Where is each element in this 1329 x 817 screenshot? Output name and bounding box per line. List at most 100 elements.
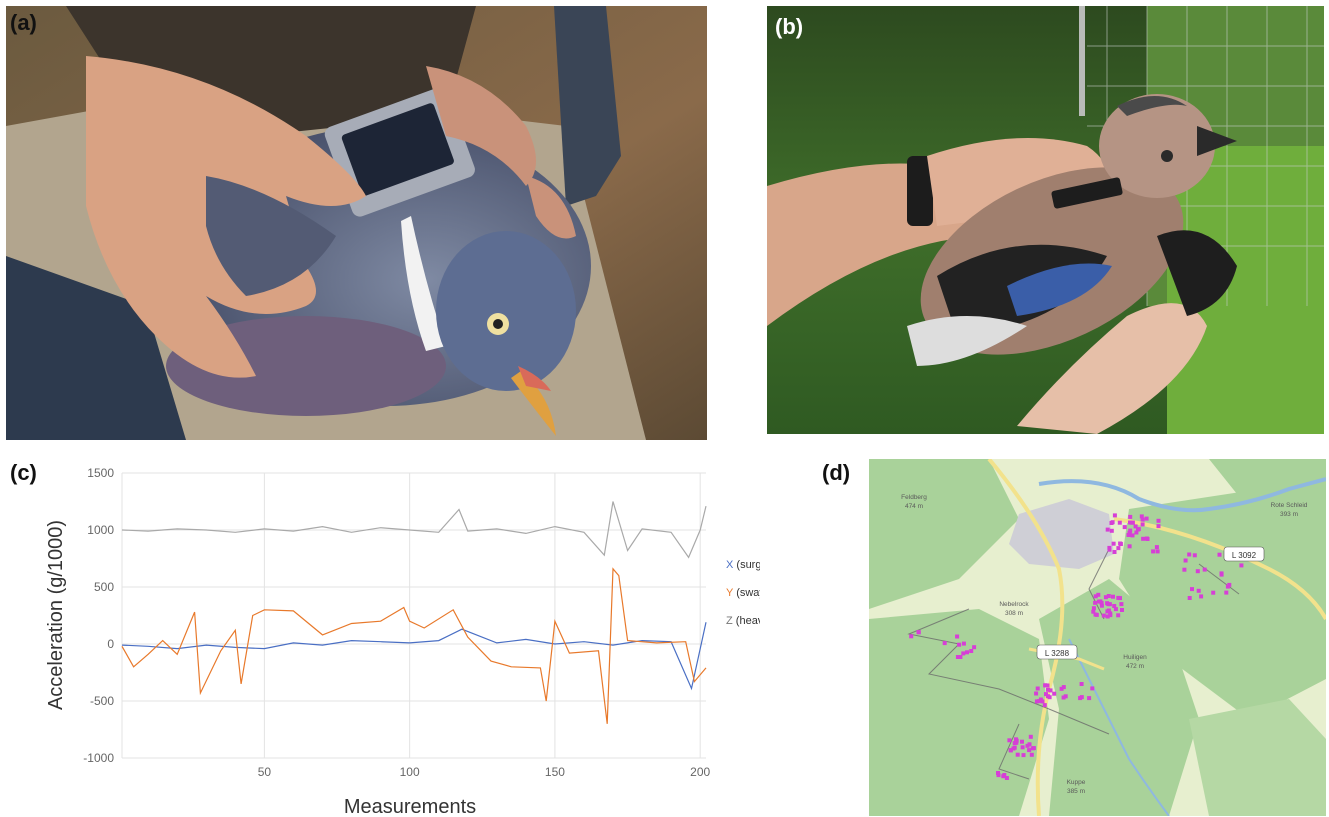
y-tick-label: -500 xyxy=(90,694,114,708)
gps-fix-point xyxy=(1044,692,1048,697)
gps-fix-point xyxy=(1196,588,1201,593)
gps-fix-point xyxy=(1002,773,1007,777)
gps-fix-point xyxy=(1027,748,1032,753)
gps-fix-point xyxy=(1014,737,1018,742)
jay-photo xyxy=(767,6,1324,434)
gps-fix-point xyxy=(1144,536,1149,541)
gps-fix-point xyxy=(1101,613,1106,618)
y-axis-label: Acceleration (g/1000) xyxy=(45,520,67,710)
gps-fix-point xyxy=(1239,563,1244,568)
gps-fix-point xyxy=(1031,746,1036,751)
gps-fix-point xyxy=(1106,594,1111,598)
road-label-l3288: L 3288 xyxy=(1036,644,1078,660)
gps-fix-point xyxy=(1059,686,1064,691)
gps-fix-point xyxy=(1014,740,1019,745)
gps-fix-point xyxy=(1113,607,1118,612)
photo-jay-panel: (b) xyxy=(767,6,1324,434)
gps-fix-point xyxy=(1117,520,1122,525)
gps-fix-point xyxy=(1020,745,1025,750)
gps-fix-point xyxy=(1079,695,1084,700)
gps-fix-point xyxy=(1045,683,1050,688)
gps-fix-point xyxy=(1122,525,1127,530)
gps-fix-point xyxy=(1021,753,1026,758)
gps-fix-point xyxy=(996,773,1001,778)
gps-fix-point xyxy=(1224,590,1229,595)
gps-fix-point xyxy=(1027,742,1032,747)
map-panel: (d) L 3092 xyxy=(812,455,1329,817)
pigeon-photo xyxy=(6,6,707,440)
gps-fix-point xyxy=(1110,520,1115,525)
gps-fix-point xyxy=(1156,518,1161,523)
gps-fix-point xyxy=(1090,686,1095,691)
gps-fix-point xyxy=(1093,594,1098,599)
map-place-labels: Nebelrock 308 m Huiligen 472 m Kuppe 385… xyxy=(901,494,1308,795)
svg-text:308 m: 308 m xyxy=(1005,610,1023,617)
place-huiligen: Huiligen xyxy=(1123,654,1147,661)
road xyxy=(987,459,1065,816)
gps-fix-point xyxy=(1141,536,1146,541)
gps-fix-point xyxy=(969,649,974,653)
x-tick-label: 100 xyxy=(400,765,420,779)
gps-fix-point xyxy=(1047,695,1052,700)
gps-fix-point xyxy=(1079,682,1084,686)
chart-grid xyxy=(121,472,706,759)
gps-fix-point xyxy=(1111,594,1115,599)
acceleration-chart-panel: (c) 1500 1000 500 0 -500 -1000 50 100 150 200 X (… xyxy=(0,455,760,817)
gps-fix-point xyxy=(1093,600,1098,605)
gps-fix-point xyxy=(1109,528,1114,533)
gps-fix-point xyxy=(955,655,960,659)
gps-fix-point xyxy=(1118,541,1123,546)
series-line-y xyxy=(121,567,707,724)
panel-label-c: (c) xyxy=(10,460,37,485)
gps-fix-point xyxy=(1129,520,1134,525)
gps-fix-point xyxy=(1139,514,1144,519)
gps-fix-point xyxy=(1040,699,1045,704)
y-tick-label: 500 xyxy=(94,580,114,594)
x-tick-label: 200 xyxy=(690,765,710,779)
gps-fix-point xyxy=(1108,613,1113,618)
x-tick-label: 50 xyxy=(258,765,272,779)
svg-text:474 m: 474 m xyxy=(905,503,923,510)
gps-fix-point xyxy=(1144,516,1149,521)
gps-fix-point xyxy=(1061,685,1066,690)
gps-fix-point xyxy=(1140,517,1145,522)
river xyxy=(1038,477,1326,513)
gps-fix-point xyxy=(1034,691,1039,696)
gps-fix-point xyxy=(1037,699,1042,704)
gps-fix-point xyxy=(916,630,921,635)
gps-fix-point xyxy=(1136,527,1141,532)
svg-text:Y (sway): Y (sway) xyxy=(726,587,760,599)
gps-fix-point xyxy=(961,641,966,646)
gps-fix-point xyxy=(958,655,963,659)
gps-fix-point xyxy=(1034,699,1039,704)
gps-fix-point xyxy=(1103,595,1108,600)
gps-fix-point xyxy=(1007,738,1012,743)
chart-legend: X (surge) Y (sway) Z (heave) xyxy=(726,559,760,627)
gps-fix-point xyxy=(1028,734,1033,739)
gps-fix-point xyxy=(1112,604,1117,608)
gps-fix-point xyxy=(1052,691,1057,696)
gps-fix-point xyxy=(1105,614,1110,619)
gps-fix-point xyxy=(1094,612,1099,617)
gps-fix-point xyxy=(1127,544,1132,549)
svg-text:Z (heave): Z (heave) xyxy=(726,615,760,627)
gps-fix-point xyxy=(1105,601,1110,606)
gps-fix-point xyxy=(1156,524,1161,529)
gps-fix-point xyxy=(1004,776,1009,780)
gps-fix-point xyxy=(1151,549,1156,554)
gps-fix-point xyxy=(1116,613,1121,618)
gps-fix-point xyxy=(1048,688,1053,693)
gps-fix-point xyxy=(1107,602,1112,607)
gps-fix-point xyxy=(1112,550,1117,554)
acceleration-chart: 1500 1000 500 0 -500 -1000 50 100 150 200 X (surg… xyxy=(45,466,760,817)
chart-axes: 1500 1000 500 0 -500 -1000 50 100 150 200 xyxy=(83,466,710,779)
gps-fix-point xyxy=(1099,600,1104,605)
gps-fix-point xyxy=(1116,595,1121,600)
gps-fix-point xyxy=(1192,553,1197,558)
gps-fix-point xyxy=(1097,599,1101,604)
svg-text:393 m: 393 m xyxy=(1280,511,1298,518)
gps-points xyxy=(909,513,1244,780)
photo-pigeon-panel: (a) xyxy=(6,6,707,440)
legend-item-z: Z (heave) xyxy=(726,615,760,627)
gps-fix-point xyxy=(1183,558,1188,563)
